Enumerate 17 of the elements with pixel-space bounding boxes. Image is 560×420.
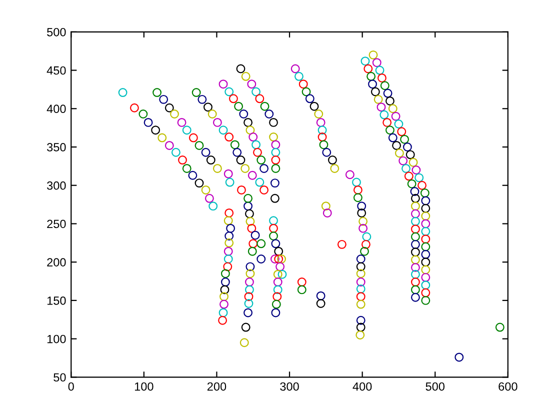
y-tick-label: 350 <box>47 143 66 152</box>
y-tick-label: 400 <box>46 104 66 114</box>
y-tick-label: 500 <box>47 28 66 36</box>
y-tick-label: 50 <box>54 373 66 382</box>
y-tick-label: 300 <box>47 181 66 190</box>
y-tick-label: 250 <box>47 220 66 228</box>
x-tick-label: 100 <box>134 382 154 391</box>
x-tick-label: 0 <box>68 382 74 391</box>
x-tick-label: 300 <box>280 382 299 391</box>
y-tick-label: 450 <box>46 66 66 75</box>
x-tick-label: 500 <box>426 382 445 391</box>
y-tick-label: 100 <box>47 334 66 344</box>
y-tick-label: 150 <box>47 296 66 305</box>
x-tick-label: 200 <box>207 382 226 391</box>
y-tick-label: 200 <box>47 258 66 266</box>
x-tick-label: 600 <box>498 382 518 391</box>
x-tick-label: 400 <box>352 382 372 391</box>
